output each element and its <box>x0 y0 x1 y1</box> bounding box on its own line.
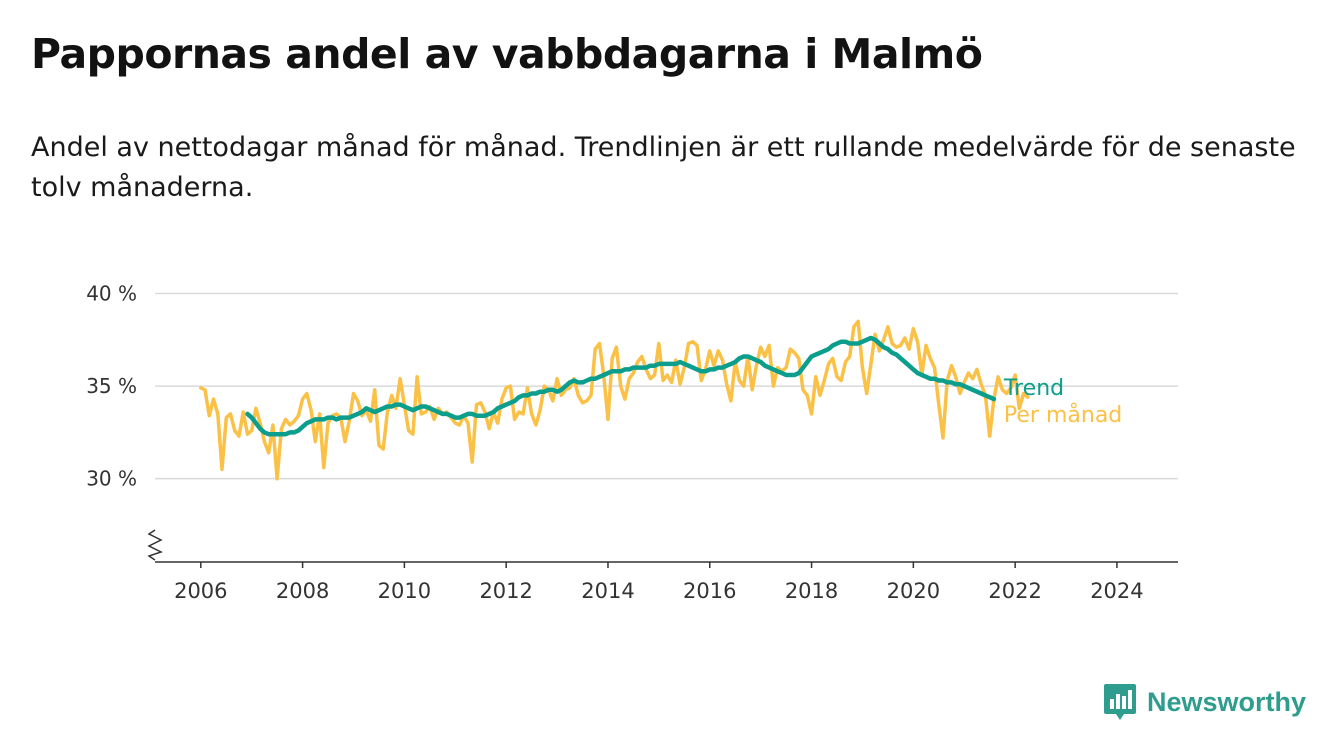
trend-series-line <box>245 335 997 437</box>
newsworthy-logo-icon <box>1104 684 1136 720</box>
chart-title: Pappornas andel av vabbdagarna i Malmö <box>31 30 983 78</box>
x-tick-label: 2018 <box>785 579 838 603</box>
monthly-series-label: Per månad <box>1004 402 1122 428</box>
trend-series-label: Trend <box>1003 376 1064 401</box>
series-lines <box>199 319 1030 481</box>
brand-name: Newsworthy <box>1147 686 1307 717</box>
gridlines <box>155 292 1178 480</box>
chart-subtitle: Andel av nettodagar månad för månad. Tre… <box>31 132 1296 203</box>
x-tick-label: 2024 <box>1090 579 1143 603</box>
x-tick-label: 2008 <box>276 579 329 603</box>
y-tick-label: 40 % <box>86 282 137 306</box>
x-axis <box>147 529 1178 568</box>
x-tick-label: 2016 <box>683 579 736 603</box>
x-tick-label: 2010 <box>378 579 431 603</box>
monthly-series-line <box>199 319 1030 481</box>
axis-break-icon <box>147 529 163 561</box>
x-tick-label: 2020 <box>887 579 940 603</box>
x-tick-label: 2012 <box>479 579 532 603</box>
x-tick-label: 2022 <box>988 579 1041 603</box>
y-tick-label: 30 % <box>86 467 137 491</box>
x-tick-label: 2014 <box>581 579 634 603</box>
y-axis-tick-labels: 30 % 35 % 40 % <box>86 282 137 491</box>
brand: Newsworthy <box>1103 682 1306 722</box>
y-tick-label: 35 % <box>86 374 137 398</box>
x-axis-tick-labels: 2006 2008 2010 2012 2014 2016 2018 2020 2022 2024 <box>174 579 1144 603</box>
x-tick-label: 2006 <box>174 579 227 603</box>
